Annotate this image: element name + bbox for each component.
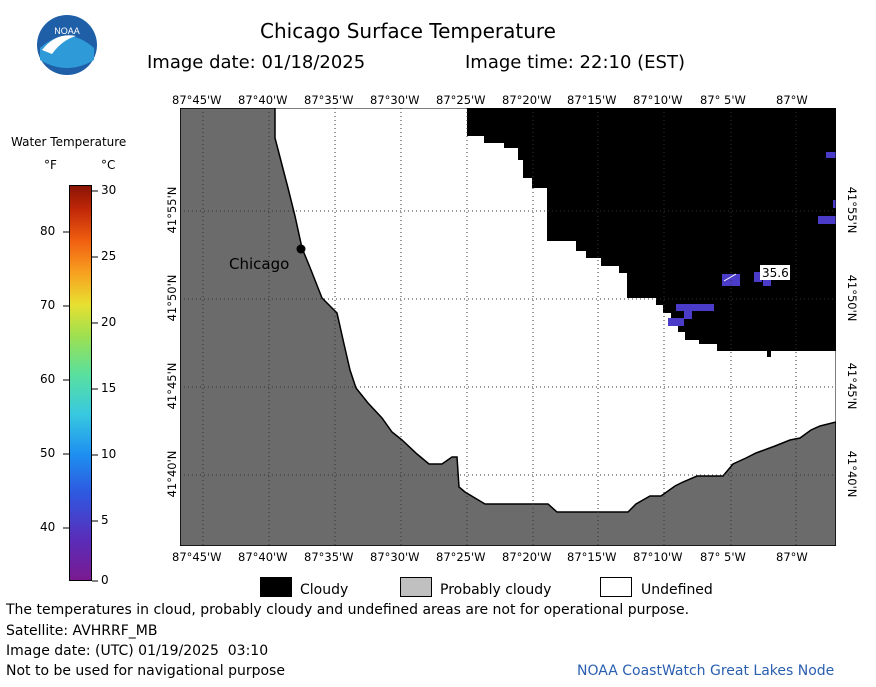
temp-label-bg (760, 265, 790, 280)
c-tick: 0 (101, 573, 109, 587)
lat-label-right: 41°45'N (845, 362, 859, 410)
lon-label-bottom: 87°45'W (172, 550, 222, 564)
f-tick: 60 (40, 372, 56, 386)
utc-date: Image date: (UTC) 01/19/2025 03:10 (6, 643, 269, 659)
water-pixels (668, 152, 836, 326)
colorbar-title: Water Temperature (11, 135, 127, 149)
colorbar-unit-c: °C (101, 158, 116, 172)
lon-label-bottom: 87°15'W (567, 550, 617, 564)
credit: NOAA CoastWatch Great Lakes Node (577, 663, 835, 679)
nav-warning: Not to be used for navigational purpose (6, 663, 285, 679)
lon-label-top: 87°20'W (502, 93, 552, 107)
colorbar-ticks (63, 190, 98, 582)
f-tick: 50 (40, 446, 56, 460)
disclaimer: The temperatures in cloud, probably clou… (6, 602, 690, 618)
image-date: Image date: 01/18/2025 (147, 52, 366, 73)
lon-label-top: 87°35'W (304, 93, 354, 107)
lat-label-right: 41°50'N (845, 274, 859, 322)
lat-label-left: 41°45'N (165, 362, 179, 410)
c-tick: 5 (101, 513, 109, 527)
noaa-logo-text: NOAA (54, 26, 80, 36)
legend-cloudy-label: Cloudy (300, 582, 349, 598)
lon-label-top: 87°45'W (172, 93, 222, 107)
lon-label-top: 87°30'W (370, 93, 420, 107)
f-tick: 70 (40, 298, 56, 312)
legend-undefined-swatch (600, 577, 632, 597)
lon-label-top: 87°10'W (633, 93, 683, 107)
lon-label-bottom: 87°35'W (304, 550, 354, 564)
land-area (180, 108, 836, 546)
lon-label-bottom: 87°10'W (633, 550, 683, 564)
lon-label-top: 87°40'W (238, 93, 288, 107)
legend-cloudy-swatch (260, 577, 292, 597)
lat-label-right: 41°55'N (845, 186, 859, 234)
colorbar (69, 185, 92, 581)
lat-label-left: 41°40'N (165, 450, 179, 498)
temp-label-leader-2 (723, 273, 737, 282)
satellite: Satellite: AVHRRF_MB (6, 623, 158, 639)
c-tick: 15 (101, 381, 117, 395)
temp-label: 35.6 (762, 266, 789, 280)
lon-label-bottom: 87°30'W (370, 550, 420, 564)
lat-label-left: 41°55'N (165, 186, 179, 234)
lon-label-bottom: 87°40'W (238, 550, 288, 564)
c-tick: 20 (101, 315, 117, 329)
temp-label-leader (672, 332, 684, 351)
lon-label-bottom: 87°25'W (436, 550, 486, 564)
lat-label-right: 41°40'N (845, 450, 859, 498)
chicago-marker (296, 244, 306, 254)
legend-probably-cloudy-label: Probably cloudy (440, 582, 552, 598)
f-tick: 40 (40, 520, 56, 534)
lon-label-top: 87°25'W (436, 93, 486, 107)
c-tick: 30 (101, 183, 117, 197)
lon-label-top: 87°15'W (567, 93, 617, 107)
image-time: Image time: 22:10 (EST) (465, 52, 685, 73)
c-tick: 10 (101, 447, 117, 461)
lon-label-bottom: 87°20'W (502, 550, 552, 564)
lat-lon-grid (180, 108, 836, 546)
city-label: Chicago (229, 255, 289, 273)
c-tick: 25 (101, 249, 117, 263)
legend-probably-cloudy-swatch (400, 577, 432, 597)
page-title: Chicago Surface Temperature (260, 19, 556, 43)
colorbar-unit-f: °F (44, 158, 57, 172)
f-tick: 80 (40, 224, 56, 238)
lon-label-bottom: 87°W (776, 550, 808, 564)
noaa-logo: NOAA (37, 15, 97, 75)
temperature-map: 35.6 Chicago (180, 108, 836, 546)
cloud-area (467, 108, 836, 357)
lat-label-left: 41°50'N (165, 274, 179, 322)
lon-label-top: 87°W (776, 93, 808, 107)
legend-undefined-label: Undefined (641, 582, 713, 598)
lon-label-bottom: 87° 5'W (700, 550, 746, 564)
lon-label-top: 87° 5'W (700, 93, 746, 107)
